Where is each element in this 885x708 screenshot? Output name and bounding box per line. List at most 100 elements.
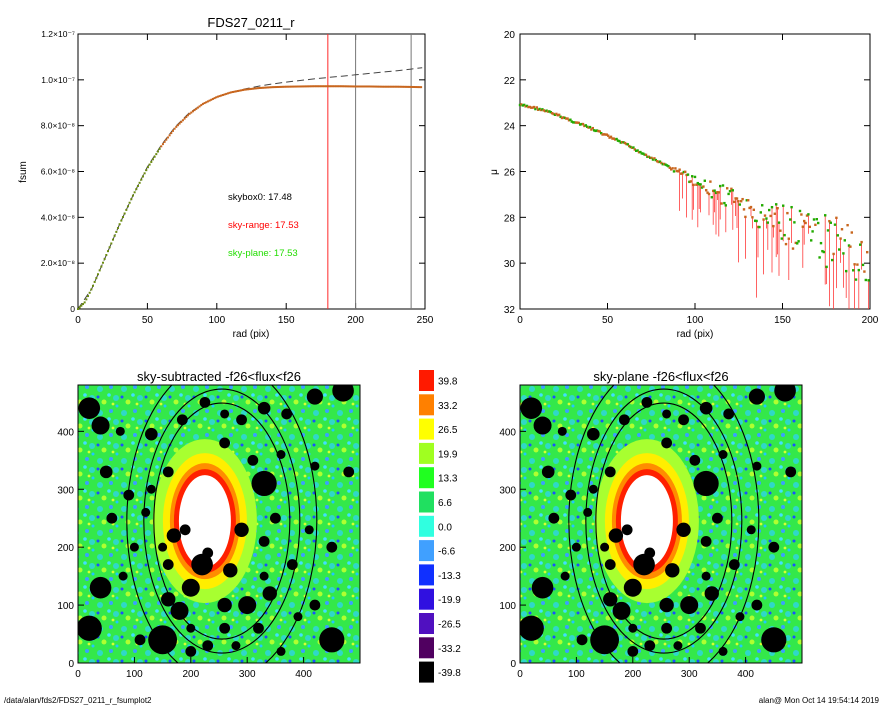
fsum-xtick-label: 0 [75,315,81,326]
fsum-point [181,119,184,122]
masked-star [695,622,706,634]
image-xtick-label: 300 [681,669,698,680]
fsum-point [361,85,364,88]
fsum-point [391,85,394,88]
masked-star [748,388,765,405]
mu-ytick-label: 30 [504,259,516,270]
colorbar-label: -19.9 [438,595,461,606]
mu-point [614,138,617,141]
mu-point [832,252,835,256]
mu-point [636,149,639,152]
mu-point [810,239,813,242]
fsum-point [170,132,173,135]
aperture-ellipse [568,385,760,663]
mu-point [787,237,790,240]
fsum-point [261,86,264,89]
fsum-point [108,246,111,249]
masked-star [785,466,797,478]
mu-point [549,111,552,114]
mu-point [555,112,558,116]
fsum-point [383,85,386,88]
mu-point [551,112,554,115]
mu-point [766,221,769,224]
fsum-point [356,85,359,88]
mu-point [679,172,683,175]
mu-point [532,105,536,109]
mu-point [867,279,870,282]
mu-point [713,189,716,192]
fsum-point [336,85,339,88]
mu-point [558,113,561,117]
masked-star [604,466,616,478]
mu-point [598,130,601,133]
masked-star [145,427,158,441]
mu-ytick-label: 28 [504,213,516,224]
fsum-point [253,87,256,90]
masked-star [678,414,689,426]
fsum-point [320,85,323,88]
masked-star [661,622,673,634]
mu-point [656,160,659,163]
fsum-point [245,88,248,91]
fsum-point [300,85,303,88]
mu-point [706,191,709,194]
fsum-point [403,85,406,88]
masked-star [689,454,701,466]
mu-point [765,217,768,220]
colorbar-label: 39.8 [438,377,458,388]
fsum-title: FDS27_0211_r [207,15,295,30]
fsum-point [406,85,409,88]
fsum-point [250,87,253,90]
mu-point [590,128,593,131]
masked-star [590,625,619,655]
mu-panel: 0 50 100 150 200 20 22 24 26 28 30 32 rad (pix) μ [489,30,879,340]
fsum-point [236,90,239,93]
mu-point [649,156,652,159]
mu-point [724,204,727,207]
fsum-point [168,134,171,137]
mu-point [534,107,537,111]
mu-point [629,145,632,149]
fsum-frame [77,33,426,310]
masked-star [533,416,552,435]
mu-point [831,258,834,262]
mu-point [833,223,837,226]
fsum-point [118,223,121,226]
fsum-point [355,85,358,88]
mu-point [600,131,603,135]
mu-point [716,191,719,194]
mu-point [776,207,779,210]
masked-star [588,484,598,494]
mu-point [696,181,699,185]
masked-star [247,454,259,466]
mu-point [609,135,613,139]
fsum-point [83,301,86,304]
fsum-point [190,111,193,114]
image-xtick-label: 400 [737,669,754,680]
masked-star [560,571,570,581]
mu-point [653,157,656,160]
fsum-point [386,85,389,88]
fsum-point [393,85,396,88]
masked-star [623,578,642,597]
masked-star [304,525,314,535]
mu-point [847,244,851,247]
fsum-point [251,87,254,90]
mu-point [719,184,722,188]
mu-ytick-label: 20 [504,30,516,41]
mu-point [717,191,720,194]
fsum-point [290,85,293,88]
masked-star [718,646,728,656]
mu-point [853,263,856,266]
masked-star [306,388,323,405]
mu-point [588,125,592,129]
mu-points [518,103,870,282]
fsum-point [145,169,148,172]
fsum-point [371,85,374,88]
fsum-point [376,85,379,88]
fsum-point [226,92,229,95]
fsum-point [105,254,108,257]
masked-star [276,646,286,656]
colorbar-label: -33.2 [438,644,461,655]
fsum-point [93,280,96,283]
